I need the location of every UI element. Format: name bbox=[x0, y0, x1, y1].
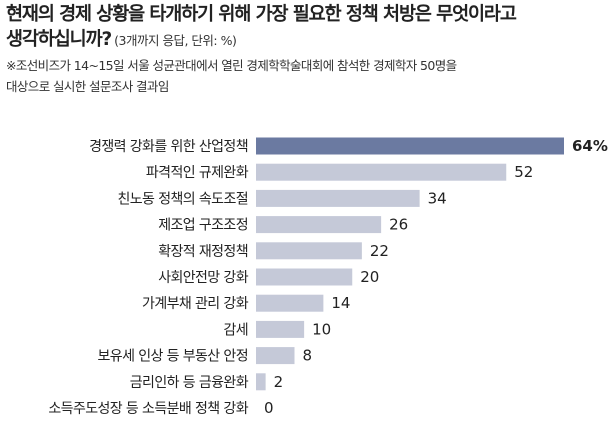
value-label-2: 34 bbox=[428, 189, 447, 207]
value-label-5: 20 bbox=[360, 268, 379, 286]
bar-2 bbox=[256, 189, 420, 207]
bar-3 bbox=[256, 216, 382, 234]
value-label-3: 26 bbox=[389, 216, 408, 234]
category-label-3: 제조업 구조조정 bbox=[158, 218, 248, 234]
value-label-7: 10 bbox=[312, 320, 331, 338]
bar-4 bbox=[256, 242, 362, 260]
value-label-0: 64% bbox=[572, 137, 608, 155]
survey-note-line-1: ※조선비즈가 14~15일 서울 성균관대에서 열린 경제학학술대회에 참석한 … bbox=[6, 58, 457, 73]
value-label-6: 14 bbox=[331, 294, 350, 312]
survey-note-line-2: 대상으로 실시한 설문조사 결과임 bbox=[6, 79, 169, 94]
bar-8 bbox=[256, 347, 295, 365]
question-line-2: 생각하십니까? (3개까지 응답, 단위: %) bbox=[6, 27, 610, 53]
bar-9 bbox=[256, 373, 266, 391]
bar-1 bbox=[256, 163, 507, 181]
bar-7 bbox=[256, 320, 305, 338]
category-label-8: 보유세 인상 등 부동산 안정 bbox=[98, 349, 248, 365]
bar-0 bbox=[256, 137, 564, 155]
bar-6 bbox=[256, 294, 324, 312]
value-label-10: 0 bbox=[264, 399, 274, 417]
bar-5 bbox=[256, 268, 353, 286]
category-label-5: 사회안전망 강화 bbox=[158, 270, 249, 286]
category-label-2: 친노동 정책의 속도조절 bbox=[118, 191, 249, 207]
question-line-1: 현재의 경제 상황을 타개하기 위해 가장 필요한 정책 처방은 무엇이라고 bbox=[6, 4, 517, 25]
category-label-1: 파격적인 규제완화 bbox=[146, 165, 249, 181]
value-label-9: 2 bbox=[274, 373, 284, 391]
value-label-1: 52 bbox=[514, 163, 533, 181]
value-label-8: 8 bbox=[303, 347, 313, 365]
question-subtitle: (3개까지 응답, 단위: %) bbox=[114, 33, 237, 48]
category-label-0: 경쟁력 강화를 위한 산업정책 bbox=[89, 139, 248, 155]
chart-title: 현재의 경제 상황을 타개하기 위해 가장 필요한 정책 처방은 무엇이라고 생… bbox=[6, 2, 610, 53]
question-line-2-text: 생각하십니까? bbox=[6, 29, 112, 50]
category-label-7: 감세 bbox=[223, 322, 248, 338]
category-label-10: 소득주도성장 등 소득분배 정책 강화 bbox=[48, 401, 248, 417]
survey-note: ※조선비즈가 14~15일 서울 성균관대에서 열린 경제학학술대회에 참석한 … bbox=[6, 55, 610, 97]
category-label-6: 가계부채 관리 강화 bbox=[142, 296, 249, 312]
category-label-9: 금리인하 등 금융완화 bbox=[130, 375, 249, 391]
category-label-4: 확장적 재정정책 bbox=[158, 244, 248, 260]
value-label-4: 22 bbox=[370, 242, 389, 260]
